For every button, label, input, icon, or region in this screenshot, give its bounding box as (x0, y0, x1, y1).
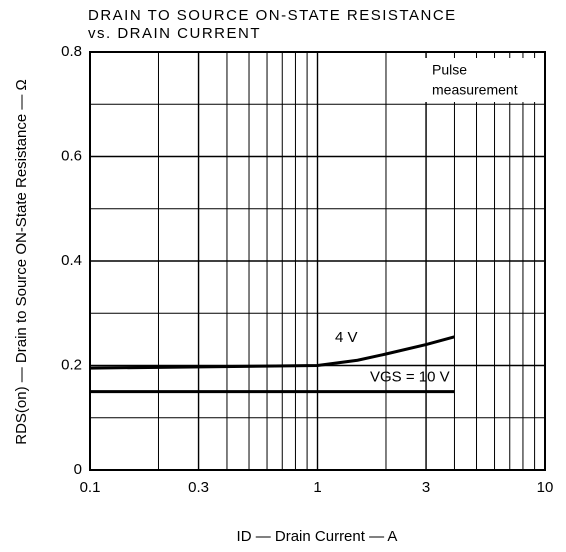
x-tick-label: 3 (422, 479, 430, 496)
y-tick-label: 0.6 (61, 147, 82, 164)
y-tick-label: 0.4 (61, 252, 82, 269)
annotation: Pulse (432, 62, 467, 78)
annotation: measurement (432, 82, 518, 98)
legend-label: 4 V (335, 329, 358, 346)
y-tick-label: 0 (74, 461, 82, 478)
series-line (89, 335, 455, 370)
x-tick-label: 0.1 (80, 479, 101, 496)
x-tick-label: 0.3 (188, 479, 209, 496)
x-tick-label: 10 (537, 479, 554, 496)
legend-label: VGS = 10 V (370, 369, 450, 386)
y-axis-label: RDS(on) — Drain to Source ON-State Resis… (13, 79, 30, 445)
x-axis-label: ID — Drain Current — A (237, 528, 398, 545)
plot-frame (89, 51, 546, 471)
chart-title: DRAIN TO SOURCE ON-STATE RESISTANCE (88, 7, 457, 24)
y-tick-label: 0.2 (61, 356, 82, 373)
annotation-box (420, 58, 542, 102)
chart-title: vs. DRAIN CURRENT (88, 25, 261, 42)
y-tick-label: 0.8 (61, 43, 82, 60)
x-tick-label: 1 (313, 479, 321, 496)
